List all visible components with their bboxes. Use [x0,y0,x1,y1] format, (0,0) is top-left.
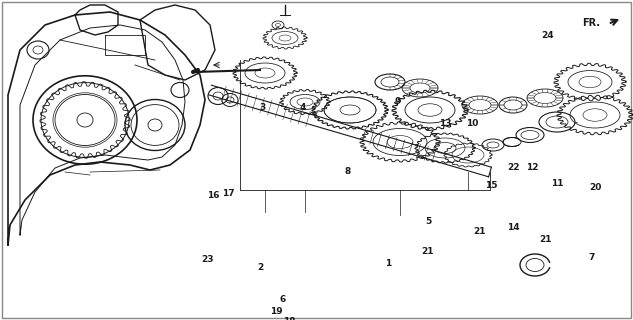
Text: 22: 22 [508,164,520,172]
Text: 23: 23 [202,254,214,263]
Text: 2: 2 [257,263,263,273]
Text: 10: 10 [466,119,478,129]
Text: FR.: FR. [582,18,600,28]
Text: 20: 20 [589,183,601,193]
Text: 24: 24 [542,31,555,41]
Text: 12: 12 [526,164,538,172]
Text: 11: 11 [551,179,563,188]
Text: 4: 4 [300,102,306,111]
Text: 9: 9 [395,98,401,107]
Text: 14: 14 [506,223,519,233]
Text: 7: 7 [589,252,595,261]
Text: 18: 18 [283,317,295,320]
Text: 19: 19 [270,308,282,316]
Text: 13: 13 [439,119,451,129]
Text: 3: 3 [260,102,266,111]
Text: 1: 1 [385,259,391,268]
Text: 21: 21 [473,228,486,236]
Text: 16: 16 [207,191,219,201]
Text: 21: 21 [539,236,551,244]
Text: 15: 15 [485,181,498,190]
Text: 5: 5 [425,218,431,227]
Text: 8: 8 [345,167,351,177]
Text: 21: 21 [422,247,434,257]
Text: 17: 17 [222,188,234,197]
Text: 6: 6 [280,295,286,305]
